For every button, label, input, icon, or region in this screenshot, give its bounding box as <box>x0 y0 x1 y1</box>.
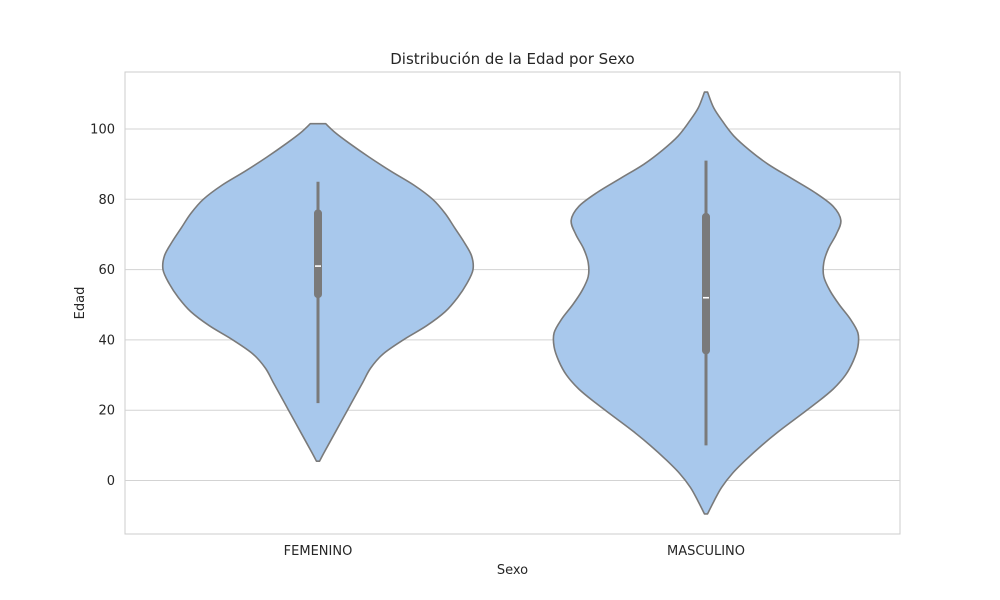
x-axis-label: Sexo <box>497 563 528 578</box>
y-axis-label: Edad <box>73 287 88 320</box>
y-tick-label: 0 <box>107 474 115 489</box>
y-tick-labels: 0 20 40 60 80 100 <box>90 123 115 490</box>
y-tick-label: 20 <box>98 404 115 419</box>
x-tick-label: MASCULINO <box>667 544 745 559</box>
chart-title: Distribución de la Edad por Sexo <box>390 50 634 68</box>
violin-layer <box>161 91 860 515</box>
y-tick-label: 40 <box>98 333 115 348</box>
y-tick-label: 60 <box>98 263 115 278</box>
x-tick-label: FEMENINO <box>284 544 353 559</box>
y-tick-label: 80 <box>98 193 115 208</box>
plot-area-frame <box>124 71 901 535</box>
y-tick-label: 100 <box>90 123 115 138</box>
x-tick-labels: FEMENINO MASCULINO <box>284 544 745 559</box>
